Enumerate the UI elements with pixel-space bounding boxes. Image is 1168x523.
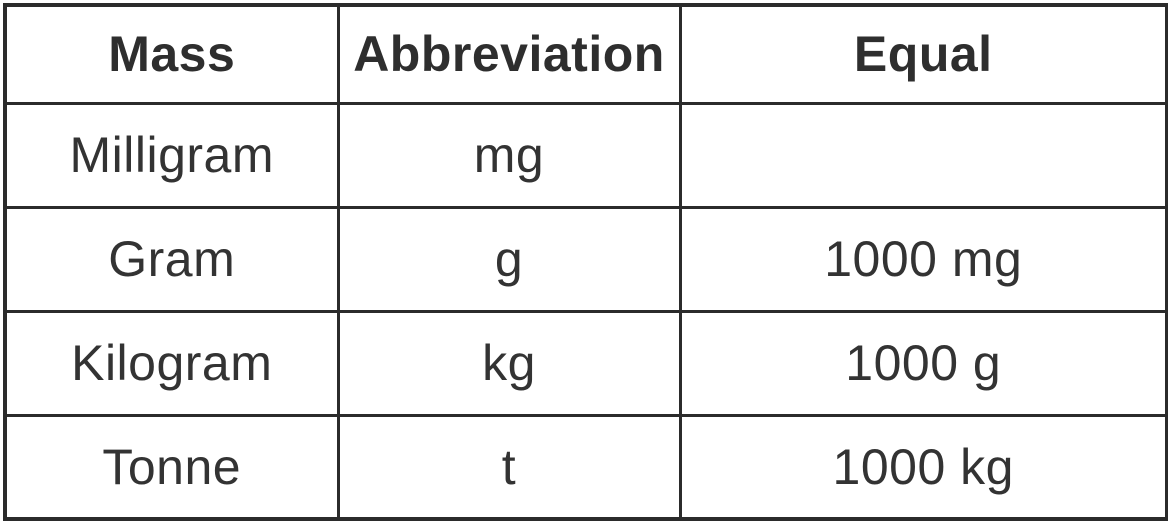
table-cell-equal: 1000 g — [678, 309, 1168, 417]
table-cell-mass: Kilogram — [3, 309, 340, 417]
table-cell-mass: Gram — [3, 205, 340, 313]
column-header-abbreviation: Abbreviation — [336, 3, 682, 105]
table-row-kilogram: Kilogram kg 1000 g — [3, 309, 1168, 417]
column-header-mass: Mass — [3, 3, 340, 105]
table-cell-abbreviation: g — [336, 205, 682, 313]
table-cell-abbreviation: kg — [336, 309, 682, 417]
table-cell-equal — [678, 101, 1168, 209]
column-header-equal: Equal — [678, 3, 1168, 105]
table-cell-mass: Milligram — [3, 101, 340, 209]
table-row-tonne: Tonne t 1000 kg — [3, 413, 1168, 521]
table-cell-mass: Tonne — [3, 413, 340, 521]
table-row-milligram: Milligram mg — [3, 101, 1168, 209]
header-row: Mass Abbreviation Equal — [3, 3, 1168, 105]
table-cell-abbreviation: t — [336, 413, 682, 521]
table-cell-equal: 1000 mg — [678, 205, 1168, 313]
table-row-gram: Gram g 1000 mg — [3, 205, 1168, 313]
mass-units-table: Mass Abbreviation Equal Milligram mg Gra… — [3, 3, 1168, 521]
table-cell-abbreviation: mg — [336, 101, 682, 209]
table-cell-equal: 1000 kg — [678, 413, 1168, 521]
